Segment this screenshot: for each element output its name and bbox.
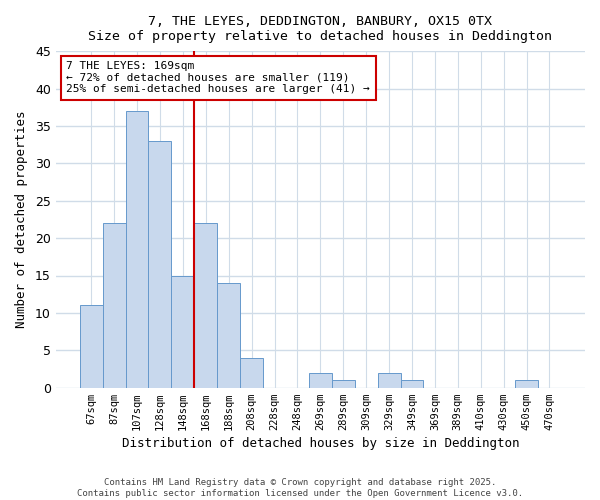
Bar	[217, 283, 240, 388]
Bar	[515, 380, 538, 388]
Bar	[194, 223, 217, 388]
Bar	[125, 111, 148, 388]
Bar	[377, 372, 401, 388]
Bar	[401, 380, 424, 388]
Bar	[80, 306, 103, 388]
Bar	[309, 372, 332, 388]
Bar	[172, 276, 194, 388]
Bar	[148, 141, 172, 388]
Bar	[240, 358, 263, 388]
X-axis label: Distribution of detached houses by size in Deddington: Distribution of detached houses by size …	[122, 437, 519, 450]
Text: Contains HM Land Registry data © Crown copyright and database right 2025.
Contai: Contains HM Land Registry data © Crown c…	[77, 478, 523, 498]
Text: 7 THE LEYES: 169sqm
← 72% of detached houses are smaller (119)
25% of semi-detac: 7 THE LEYES: 169sqm ← 72% of detached ho…	[66, 61, 370, 94]
Title: 7, THE LEYES, DEDDINGTON, BANBURY, OX15 0TX
Size of property relative to detache: 7, THE LEYES, DEDDINGTON, BANBURY, OX15 …	[88, 15, 553, 43]
Bar	[103, 223, 125, 388]
Y-axis label: Number of detached properties: Number of detached properties	[15, 110, 28, 328]
Bar	[332, 380, 355, 388]
